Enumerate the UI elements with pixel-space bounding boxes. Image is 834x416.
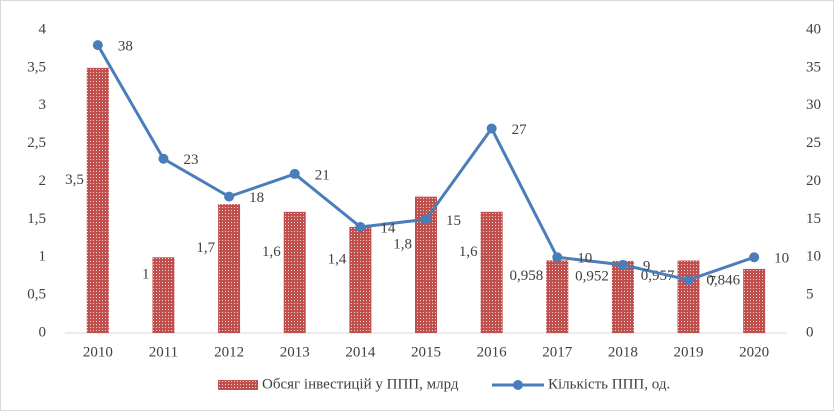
y2-tick-label: 15 [806,211,821,227]
bar [86,67,109,333]
bar [677,260,700,333]
line-point [421,214,431,225]
x-tick-label: 2010 [83,344,113,360]
legend-label: Обсяг інвестицій у ППП, млрд [262,376,459,392]
y-tick-label: 2,5 [27,135,46,151]
x-tick-label: 2020 [739,344,769,360]
x-tick-label: 2014 [345,344,376,360]
legend-swatch [218,380,258,390]
y-tick-label: 3 [39,97,47,113]
y2-tick-label: 25 [806,135,821,151]
x-tick-label: 2019 [674,344,704,360]
y-tick-label: 3,5 [27,59,46,75]
y2-tick-label: 35 [806,59,821,75]
bar [283,211,306,333]
bar [611,260,634,333]
y2-tick-label: 0 [806,324,814,340]
bar-value-label: 1,6 [459,244,478,260]
line-value-label: 10 [577,251,592,267]
bar-value-label: 1,4 [328,251,347,267]
legend-swatch [513,380,523,390]
bar [349,226,372,333]
line-value-label: 27 [512,122,528,138]
y2-tick-label: 20 [806,173,821,189]
y-tick-label: 1 [39,249,47,265]
x-tick-label: 2011 [149,344,178,360]
bar [743,268,766,333]
line-value-label: 18 [249,190,264,206]
bar-value-label: 3,5 [65,172,84,188]
y-tick-label: 0,5 [27,287,46,303]
bar-value-label: 1 [142,267,150,283]
y2-tick-label: 5 [806,287,814,303]
y-tick-label: 2 [39,173,47,189]
bar-value-label: 0,958 [510,268,544,284]
line-point [749,252,760,263]
line-point [158,153,169,164]
bar [546,260,569,333]
bar [218,204,241,333]
y2-tick-label: 10 [806,249,821,265]
bar-value-label: 1,8 [393,236,412,252]
bar-value-label: 1,6 [262,244,281,260]
y-tick-label: 4 [39,21,47,37]
line-point [683,274,694,285]
line-value-label: 14 [380,220,396,236]
line-point [224,191,235,202]
line-value-label: 10 [774,251,789,267]
line-value-label: 7 [709,273,717,289]
bar [152,257,175,333]
y2-tick-label: 30 [806,97,821,113]
bar-value-label: 1,7 [196,240,215,256]
x-tick-label: 2015 [411,344,441,360]
x-tick-label: 2016 [477,344,508,360]
legend-label: Кількість ППП, од. [548,376,670,392]
x-tick-label: 2012 [214,344,244,360]
line-value-label: 21 [315,167,330,183]
line-point [486,123,497,134]
y-tick-label: 1,5 [27,211,46,227]
line-value-label: 15 [446,213,461,229]
bar-value-label: 0,952 [575,268,609,284]
line-value-label: 9 [643,258,651,274]
line-value-label: 23 [183,152,198,168]
line-point [289,168,300,179]
y2-tick-label: 40 [806,21,821,37]
bar [415,196,437,333]
bar [480,211,503,333]
bar-value-label: 0,846 [706,272,740,288]
line-point [355,221,366,232]
x-tick-label: 2013 [280,344,310,360]
y-tick-label: 0 [39,324,47,340]
line-point [617,259,628,270]
line-value-label: 38 [118,39,133,55]
x-tick-label: 2018 [608,344,638,360]
x-tick-label: 2017 [542,344,573,360]
line-point [92,40,103,51]
line-point [552,252,563,263]
